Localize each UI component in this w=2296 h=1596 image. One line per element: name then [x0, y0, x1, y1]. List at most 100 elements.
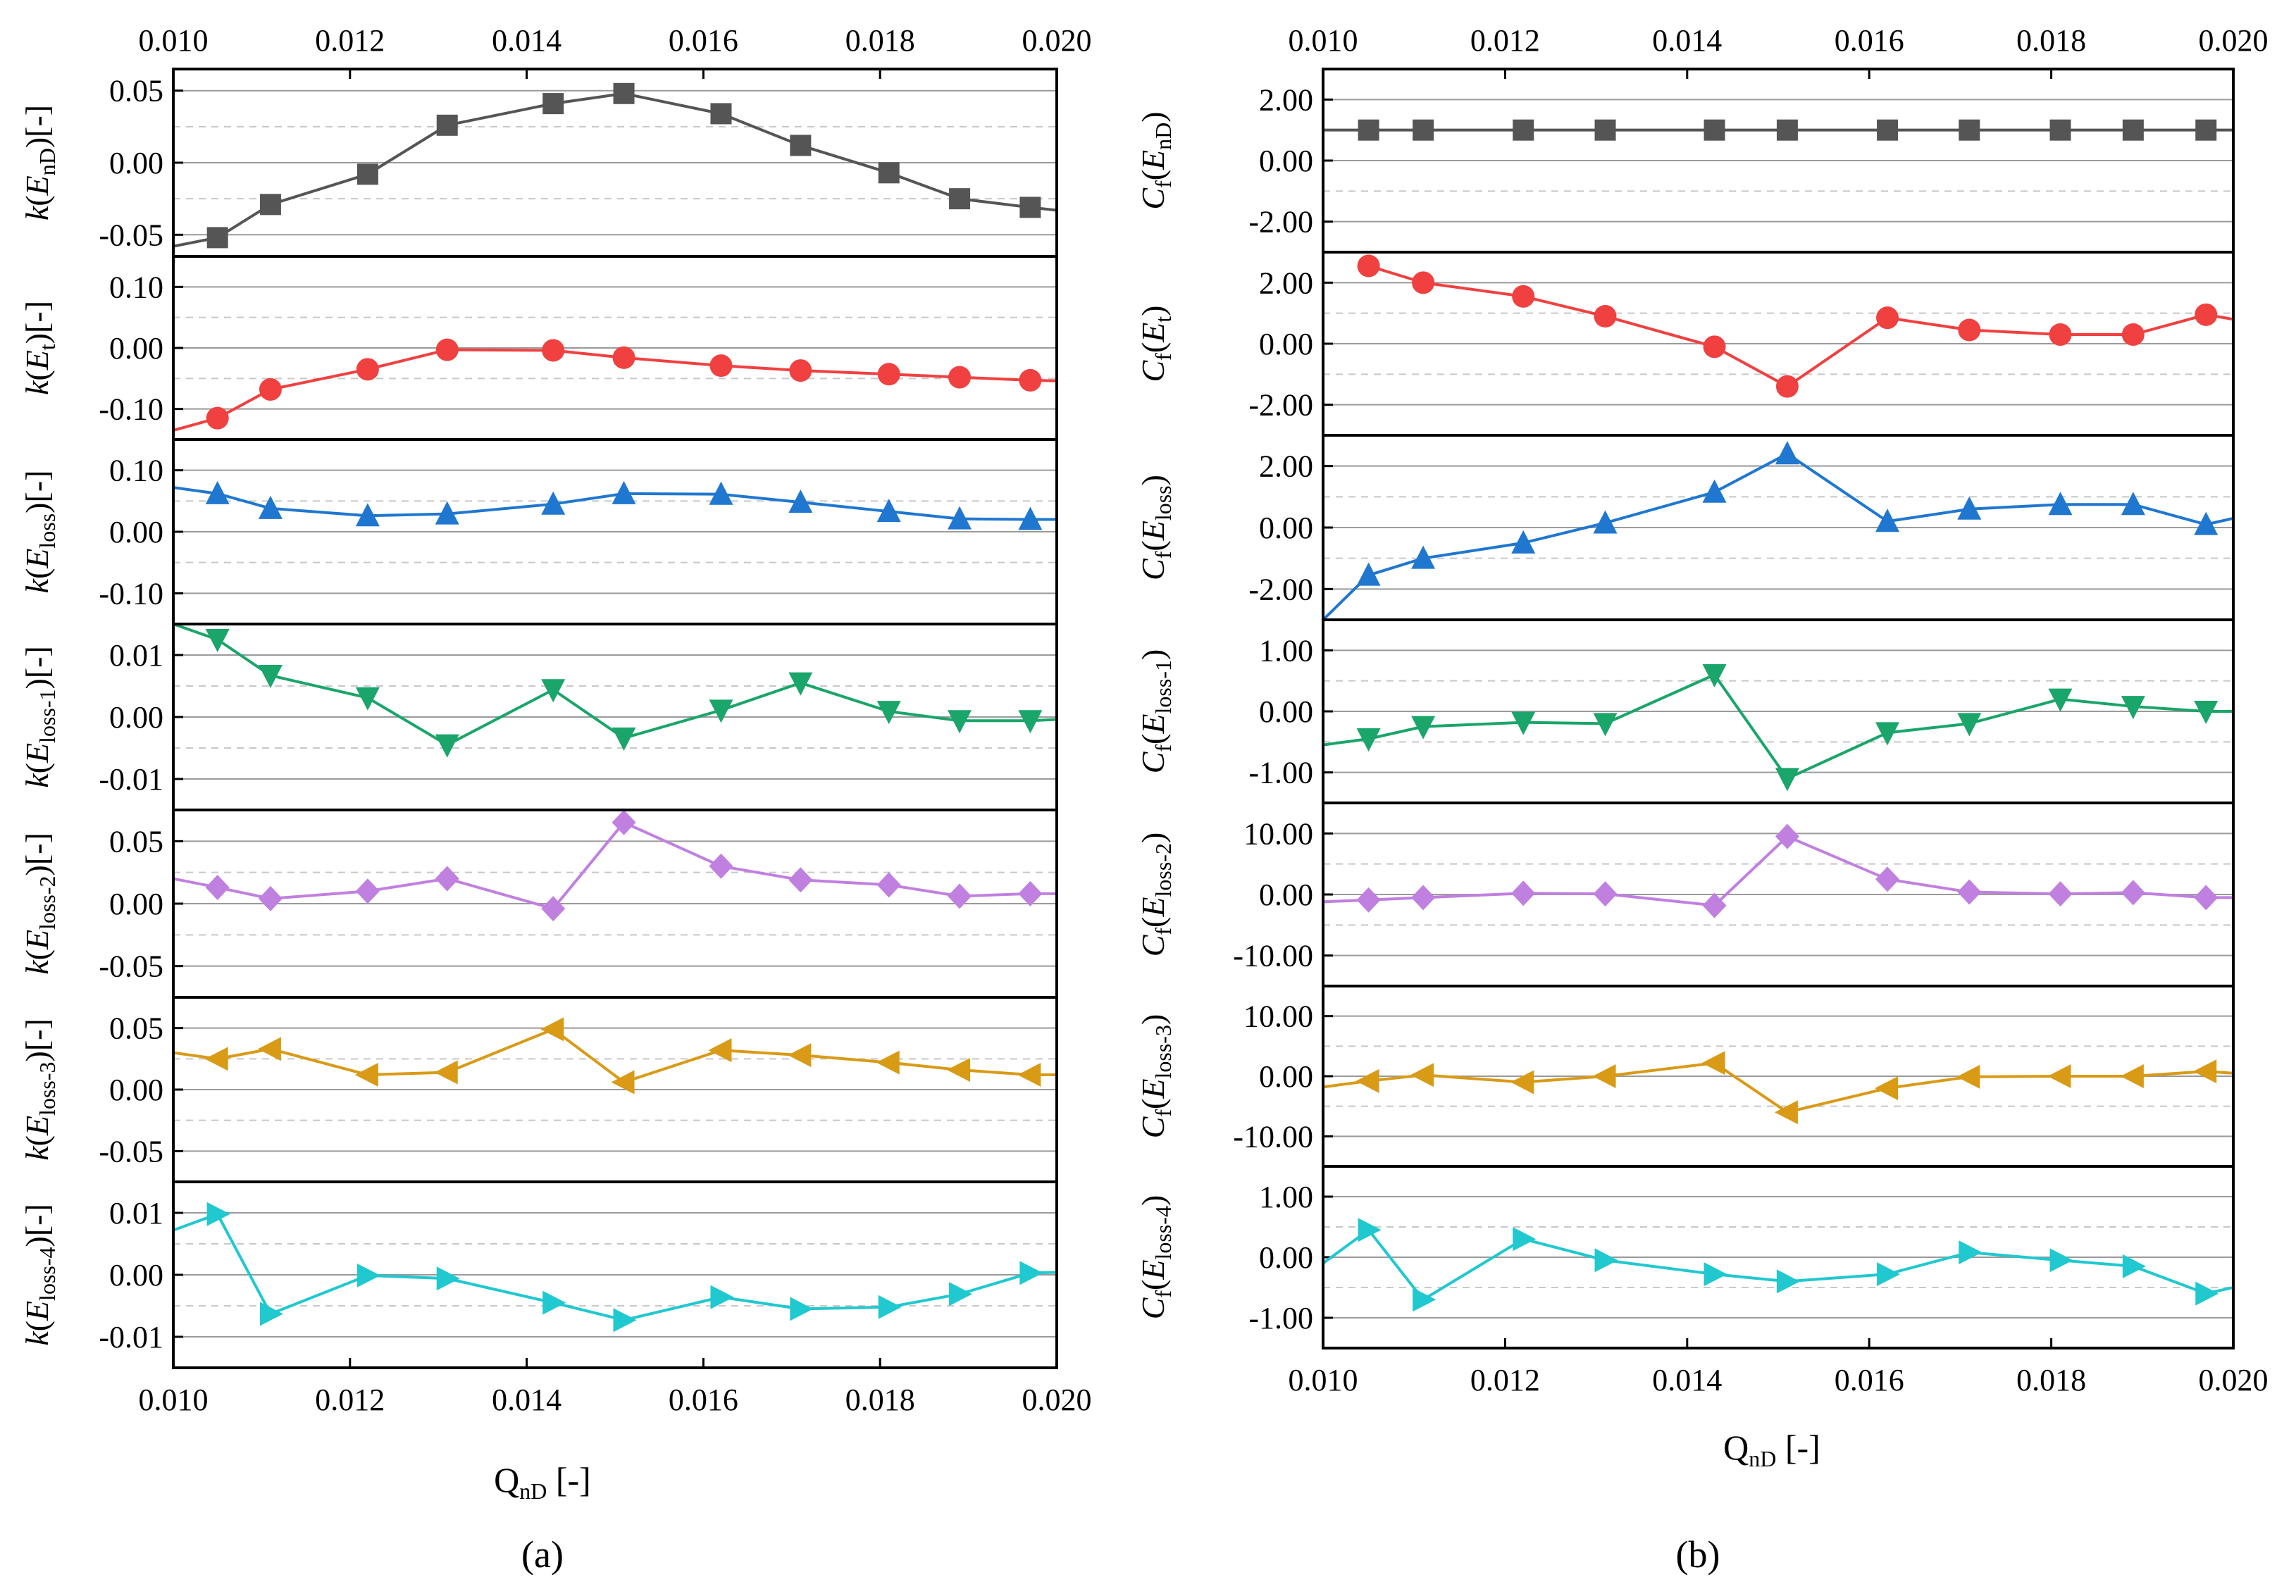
data-point [1593, 881, 1618, 907]
data-point [1592, 1064, 1616, 1088]
ylabel-post: )[-] [19, 833, 55, 875]
series-line [173, 821, 1057, 911]
y-tick-label: -1.00 [1248, 756, 1313, 790]
data-point [1410, 1063, 1434, 1087]
ylabel-k: k [19, 1145, 55, 1161]
y-axis-label: Cf(Eloss-2) [1135, 833, 1176, 957]
ylabel-c: C [1135, 751, 1171, 773]
data-point [258, 495, 283, 519]
data-point [1510, 1070, 1534, 1095]
y-tick-label: -0.05 [99, 1134, 163, 1168]
data-point [1876, 306, 1899, 330]
data-point [205, 480, 230, 504]
data-point [205, 874, 230, 900]
y-tick-label: -2.00 [1248, 205, 1313, 239]
panel-a: -0.050.000.05k(EnD)[-]-0.100.000.10k(Et)… [19, 23, 1092, 1576]
ylabel-sub: loss-2 [35, 875, 60, 929]
series-line [173, 624, 1057, 747]
ylabel-k: k [19, 1330, 55, 1346]
data-point [1018, 710, 1043, 734]
y-tick-label: 0.00 [109, 331, 163, 366]
data-point [613, 82, 635, 104]
x-tick-label-top: 0.014 [492, 23, 561, 58]
y-tick-label: 0.00 [1259, 878, 1313, 912]
series-line [1323, 1061, 2233, 1114]
data-point [2048, 688, 2073, 712]
y-axis-label: k(Et)[-] [19, 301, 60, 395]
series-line [173, 92, 1057, 248]
data-point [876, 499, 901, 523]
data-point [1358, 119, 1379, 141]
ylabel-paren: ( [1135, 917, 1171, 928]
x-tick-label-bottom: 0.012 [315, 1383, 385, 1417]
x-tick-label-top: 0.020 [2199, 23, 2269, 58]
data-point [1875, 1076, 1899, 1101]
data-point [1956, 1064, 1980, 1089]
ylabel-sub: loss-1 [1150, 660, 1176, 713]
data-point [206, 1202, 230, 1226]
data-point [436, 114, 458, 136]
y-axis-label: Cf(EnD) [1135, 111, 1176, 209]
panel-b: -2.000.002.00Cf(EnD)-2.000.002.00Cf(Et)-… [1135, 23, 2269, 1576]
data-point [542, 1290, 566, 1315]
data-point [788, 867, 813, 893]
data-point [1411, 545, 1436, 569]
data-point [948, 710, 972, 734]
data-point [1017, 1063, 1041, 1087]
data-point [2195, 119, 2217, 141]
data-point [206, 406, 229, 430]
ylabel-e: E [19, 175, 55, 196]
data-point [2194, 701, 2219, 724]
data-point [788, 490, 813, 513]
data-point [435, 338, 459, 361]
data-point [1957, 496, 1982, 520]
data-point [2049, 323, 2072, 346]
data-point [2195, 1281, 2219, 1306]
data-point [1412, 271, 1435, 294]
data-point [257, 1037, 281, 1061]
data-point [948, 506, 972, 530]
y-tick-label: 10.00 [1243, 999, 1313, 1034]
x-tick-label-bottom: 0.010 [1289, 1363, 1358, 1397]
subplot-a-3: -0.10 0.00 0.10 k(Eloss)[-] [19, 438, 1058, 625]
ylabel-paren: ( [19, 763, 55, 773]
data-point [1701, 1051, 1725, 1076]
series-line [1368, 264, 2233, 389]
data-point [1703, 335, 1726, 359]
data-point [1704, 119, 1725, 141]
y-axis-label: k(Eloss-1)[-] [19, 646, 60, 788]
data-point [1018, 880, 1043, 906]
ylabel-k: k [19, 205, 55, 220]
y-axis-label: k(Eloss)[-] [19, 470, 60, 594]
ylabel-sub: loss [1150, 485, 1176, 520]
data-point [1593, 713, 1618, 737]
data-point [1356, 728, 1381, 752]
data-point [434, 1060, 458, 1085]
subplot-a-4: -0.01 0.00 0.01 k(Eloss-1)[-] [19, 623, 1058, 811]
data-point [1875, 722, 1900, 746]
data-point [709, 354, 733, 378]
ylabel-e: E [1135, 150, 1171, 170]
data-point [613, 1308, 637, 1333]
y-axis-label: k(Eloss-2)[-] [19, 833, 60, 975]
ylabel-f: f [1150, 353, 1176, 361]
ylabel-k: k [19, 380, 55, 395]
ylabel-f: f [1150, 928, 1176, 935]
data-point [612, 480, 636, 504]
data-point [1875, 866, 1900, 892]
ylabel-c: C [1135, 934, 1171, 956]
xlabel-suffix: [-] [547, 1460, 590, 1500]
data-point [541, 679, 566, 703]
data-point [1702, 892, 1727, 918]
y-tick-label: -0.01 [99, 1320, 163, 1354]
data-point [1594, 119, 1616, 141]
subplot-b-3: -2.00 0.00 2.00 Cf(Eloss) [1135, 434, 2235, 621]
y-axis-label: k(Eloss-4)[-] [19, 1204, 60, 1346]
data-point [355, 878, 380, 904]
data-point [1513, 119, 1534, 141]
y-tick-label: -10.00 [1233, 1119, 1313, 1154]
data-point [2122, 1254, 2146, 1278]
data-point [612, 727, 636, 751]
ylabel-sub: loss-1 [35, 689, 60, 742]
x-axis-label: QnD [-] [494, 1460, 591, 1504]
